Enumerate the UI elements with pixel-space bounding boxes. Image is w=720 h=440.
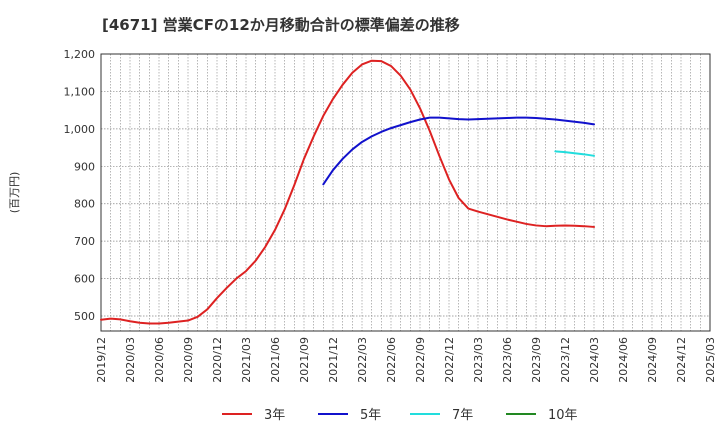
legend: 3年 5年 7年 10年 <box>222 408 578 423</box>
x-tick-label: 2021/03 <box>240 337 253 383</box>
y-tick-label: 500 <box>74 310 95 323</box>
legend-label: 10年 <box>548 408 578 423</box>
x-tick-label: 2024/03 <box>588 337 601 383</box>
x-tick-label: 2020/09 <box>182 337 195 383</box>
chart-title: [4671] 営業CFの12か月移動合計の標準偏差の推移 <box>102 16 460 34</box>
y-tick-label: 700 <box>74 235 95 248</box>
x-tick-label: 2024/09 <box>646 337 659 383</box>
x-tick-label: 2019/12 <box>95 337 108 383</box>
y-tick-label: 900 <box>74 160 95 173</box>
x-tick-label: 2021/09 <box>298 337 311 383</box>
grid <box>100 53 711 331</box>
series-line-2 <box>322 116 595 186</box>
plot-frame <box>100 53 711 332</box>
x-tick-label: 2020/12 <box>211 337 224 383</box>
legend-label: 5年 <box>360 408 381 423</box>
x-tick-label: 2020/06 <box>153 337 166 383</box>
series-line-1 <box>100 59 595 325</box>
x-tick-label: 2022/03 <box>356 337 369 383</box>
y-tick-label: 600 <box>74 273 95 286</box>
x-tick-label: 2022/09 <box>414 337 427 383</box>
x-tick-label: 2023/09 <box>530 337 543 383</box>
axes: 500 600 700 800 900 1,000 1,100 1,200 (百万円) 2019/… <box>8 48 717 383</box>
x-tick-label: 2022/12 <box>443 337 456 383</box>
y-tick-label: 1,000 <box>64 123 96 136</box>
y-tick-label: 1,100 <box>64 85 96 98</box>
legend-label: 3年 <box>264 408 285 423</box>
x-tick-label: 2025/03 <box>704 337 717 383</box>
y-tick-label: 800 <box>74 198 95 211</box>
x-tick-label: 2023/06 <box>501 337 514 383</box>
x-tick-label: 2023/12 <box>559 337 572 383</box>
x-tick-label: 2021/06 <box>269 337 282 383</box>
x-tick-label: 2020/03 <box>124 337 137 383</box>
legend-label: 7年 <box>452 408 473 423</box>
x-tick-label: 2021/12 <box>327 337 340 383</box>
y-axis-label: (百万円) <box>8 172 21 214</box>
series-line-3 <box>554 150 595 157</box>
x-tick-label: 2022/06 <box>385 337 398 383</box>
y-tick-label: 1,200 <box>64 48 96 61</box>
x-tick-label: 2024/06 <box>617 337 630 383</box>
series-lines <box>100 59 595 325</box>
x-tick-label: 2024/12 <box>675 337 688 383</box>
x-tick-label: 2023/03 <box>472 337 485 383</box>
